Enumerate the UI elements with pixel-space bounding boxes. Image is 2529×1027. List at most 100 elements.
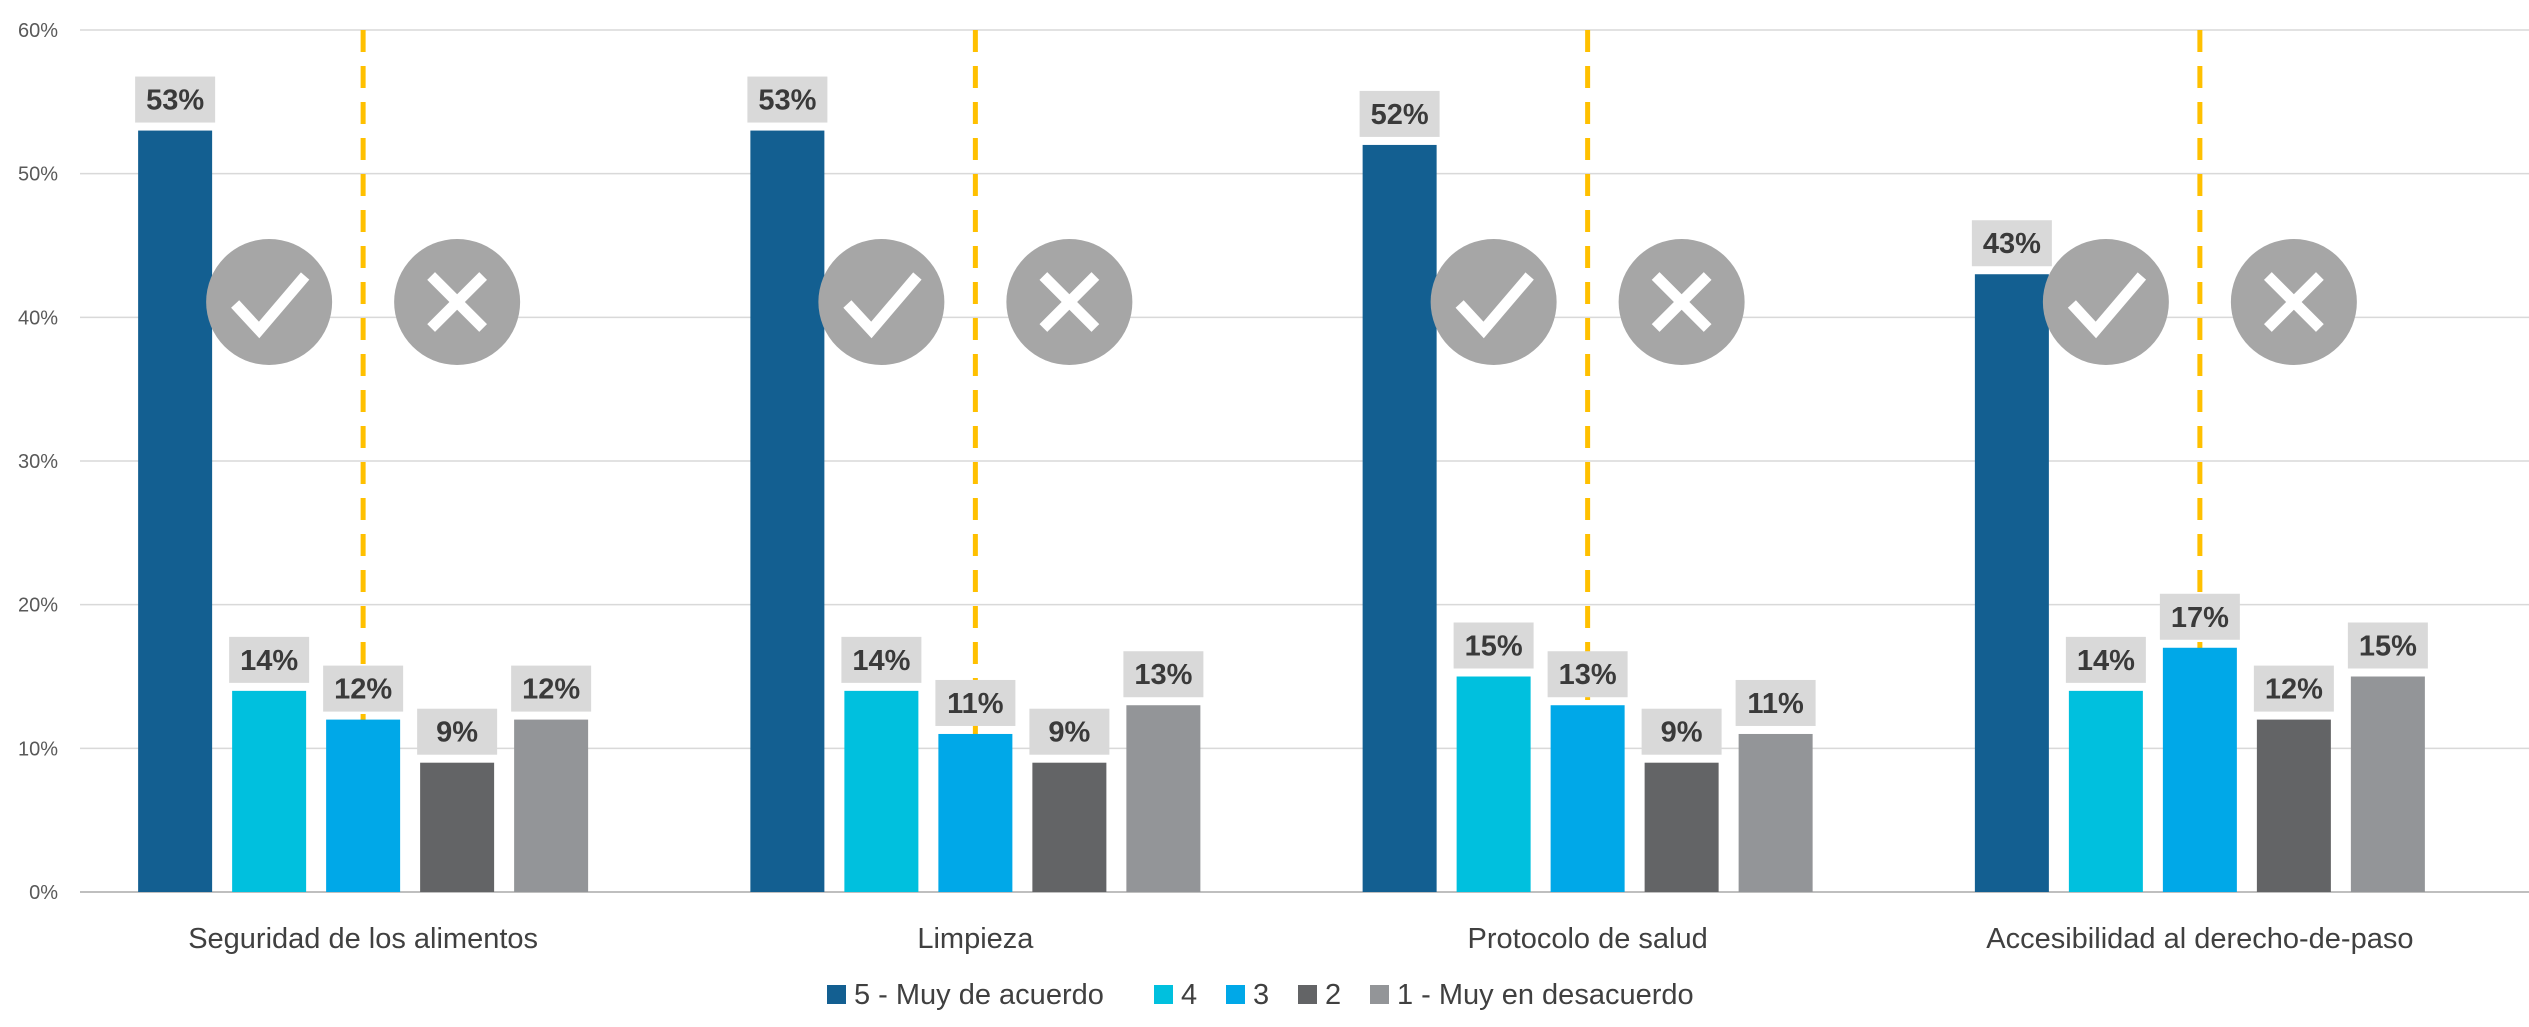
bar: [2256, 719, 2331, 892]
data-label: 17%: [2171, 602, 2229, 634]
data-label: 13%: [1134, 659, 1192, 691]
bar: [326, 719, 401, 892]
x-axis: Seguridad de los alimentos Limpieza Protoc…: [188, 923, 2413, 955]
checkmark-icon-mark: [231, 272, 310, 339]
x-tick-label: Protocolo de salud: [1468, 923, 1708, 955]
bar: [232, 690, 307, 892]
legend-label: 1 - Muy en desacuerdo: [1397, 979, 1694, 1011]
data-labels: 53% 14% 12% 9% 12% 53% 14% 11% 9% 13% 52% 15% 13% 9% 1…: [135, 76, 2428, 755]
cross-icon-stroke: [1039, 272, 1100, 332]
data-label: 15%: [1465, 631, 1523, 663]
data-label: 14%: [240, 645, 298, 677]
legend-item: 1 - Muy en desacuerdo: [1370, 979, 1694, 1011]
bar: [844, 690, 919, 892]
icons: [206, 239, 2357, 365]
cross-icon-stroke: [2263, 272, 2324, 332]
data-label-background: [1359, 90, 1440, 137]
data-label-background: [1453, 622, 1534, 669]
bar: [1362, 144, 1437, 892]
bar: [1738, 733, 1813, 892]
data-label-background: [323, 665, 404, 712]
legend-swatch: [1370, 985, 1389, 1004]
legend-label: 3: [1253, 979, 1269, 1011]
data-label: 12%: [2265, 674, 2323, 706]
cross-icon: [2230, 239, 2357, 365]
bar: [938, 733, 1013, 892]
cross-icon: [1618, 239, 1745, 365]
data-label: 14%: [2077, 645, 2135, 677]
checkmark-icon-mark: [843, 272, 922, 339]
data-label-background: [229, 636, 310, 683]
data-label-background: [1641, 708, 1722, 755]
data-label-background: [135, 76, 216, 123]
checkmark-icon-circle: [1430, 239, 1557, 365]
bar: [1456, 676, 1531, 892]
data-label: 53%: [758, 85, 816, 117]
bar: [2162, 647, 2237, 892]
bar: [514, 719, 589, 892]
cross-icon: [1006, 239, 1133, 365]
data-label-background: [2347, 622, 2428, 669]
legend-swatch: [1298, 985, 1317, 1004]
data-label-background: [2159, 593, 2240, 640]
legend-label: 4: [1181, 979, 1197, 1011]
x-tick-label: Accesibilidad al derecho-de-paso: [1986, 923, 2413, 955]
data-label-background: [2253, 665, 2334, 712]
y-tick-label: 0%: [29, 882, 58, 904]
bar: [1032, 762, 1107, 892]
checkmark-icon-mark: [1455, 272, 1534, 339]
checkmark-icon: [1430, 239, 1557, 365]
legend: 5 - Muy de acuerdo 4 3 2 1 - Muy en desacuer…: [827, 979, 1694, 1011]
y-tick-label: 40%: [18, 307, 58, 329]
legend-label: 2: [1325, 979, 1341, 1011]
data-label: 53%: [146, 85, 204, 117]
legend-swatch: [1154, 985, 1173, 1004]
data-label-background: [1123, 651, 1204, 698]
data-label: 11%: [947, 688, 1004, 720]
y-tick-label: 60%: [18, 20, 58, 42]
data-label-background: [1735, 679, 1816, 726]
bar: [1126, 705, 1201, 892]
cross-icon-stroke: [427, 272, 488, 332]
data-label: 14%: [852, 645, 910, 677]
data-label: 13%: [1559, 659, 1617, 691]
data-label: 12%: [334, 674, 392, 706]
bar: [2350, 676, 2425, 892]
legend-item: 2: [1298, 979, 1341, 1011]
x-tick-label: Limpieza: [917, 923, 1034, 955]
bar: [1550, 705, 1625, 892]
y-tick-label: 50%: [18, 164, 58, 186]
y-tick-label: 30%: [18, 451, 58, 473]
data-label: 9%: [1661, 717, 1703, 749]
y-tick-label: 20%: [18, 595, 58, 617]
legend-swatch: [1226, 985, 1245, 1004]
bar: [420, 762, 495, 892]
y-tick-label: 10%: [18, 738, 58, 760]
checkmark-icon-circle: [818, 239, 945, 365]
bar: [2068, 690, 2143, 892]
data-label: 43%: [1983, 228, 2041, 260]
data-label: 12%: [522, 674, 580, 706]
legend-item: 3: [1226, 979, 1269, 1011]
legend-swatch: [827, 985, 846, 1004]
data-label-background: [511, 665, 592, 712]
bar: [138, 130, 213, 893]
data-label-background: [1029, 708, 1110, 755]
bar: [1974, 274, 2049, 892]
cross-icon: [394, 239, 521, 365]
data-label: 9%: [1048, 717, 1090, 749]
bar: [1644, 762, 1719, 892]
checkmark-icon-mark: [2067, 272, 2147, 339]
x-tick-label: Seguridad de los alimentos: [188, 923, 538, 955]
data-label-background: [935, 679, 1016, 726]
data-label-background: [841, 636, 922, 683]
bar: [750, 130, 825, 893]
checkmark-icon: [206, 239, 333, 365]
bars: [138, 130, 2425, 893]
data-label: 52%: [1371, 99, 1429, 131]
data-label: 11%: [1747, 688, 1804, 720]
legend-label: 5 - Muy de acuerdo: [854, 979, 1104, 1011]
checkmark-icon-circle: [206, 239, 333, 365]
